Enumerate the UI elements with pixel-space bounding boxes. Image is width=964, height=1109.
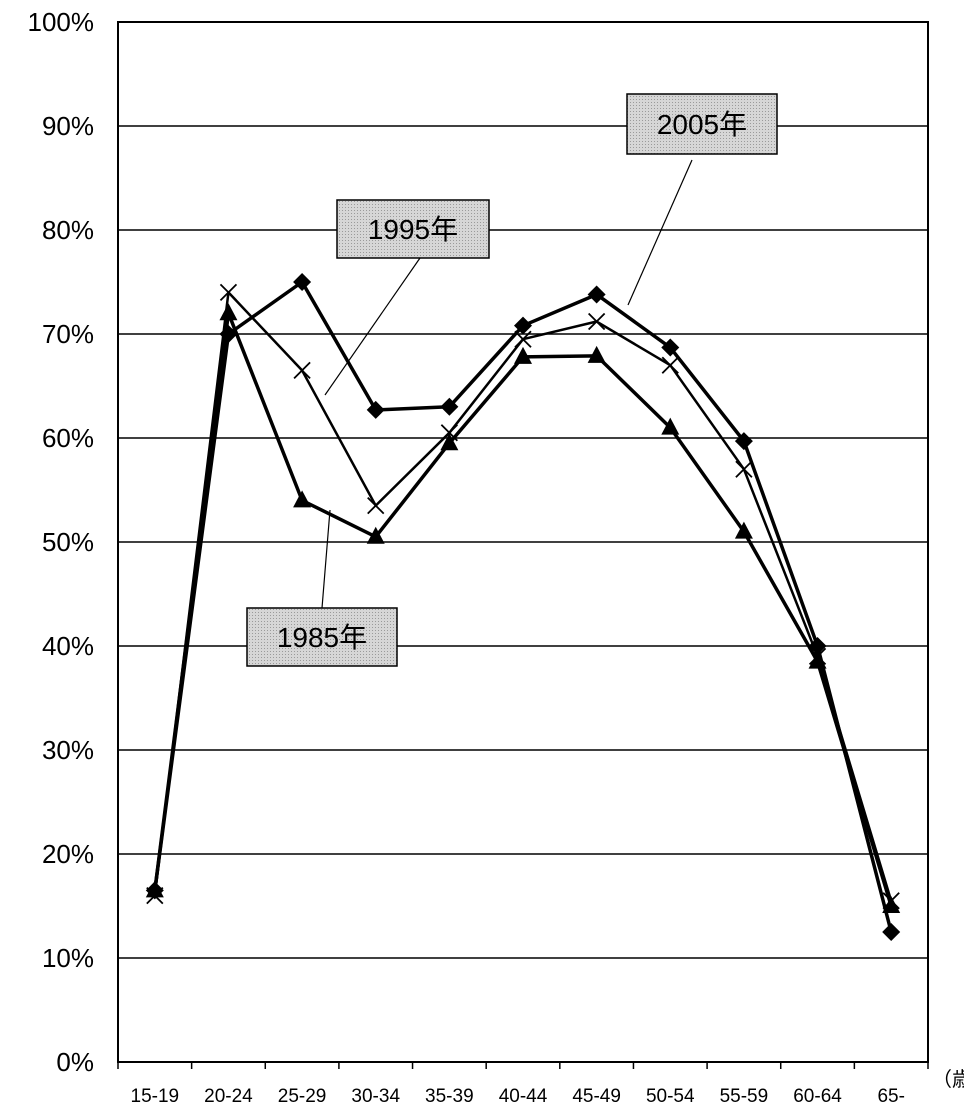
callout-leader	[321, 509, 331, 609]
data-point-triangle	[514, 346, 532, 364]
data-point-diamond	[734, 432, 753, 451]
y-tick-label: 20%	[42, 839, 94, 869]
data-point-diamond	[808, 637, 827, 655]
data-point-diamond	[293, 273, 312, 291]
callouts: 2005年 1995年 1985年	[246, 93, 778, 667]
y-tick-label: 90%	[42, 111, 94, 141]
data-point-x	[735, 460, 753, 478]
data-point-triangle	[661, 417, 680, 435]
callout-label: 2005年	[657, 109, 747, 140]
y-tick-label: 10%	[42, 943, 94, 973]
y-tick-label: 50%	[42, 527, 94, 557]
data-point-triangle	[440, 433, 459, 451]
data-point-diamond	[440, 397, 459, 416]
data-point-diamond	[882, 923, 901, 941]
x-tick-label: 30-34	[351, 1086, 400, 1107]
x-tick-label: 60-64	[793, 1086, 842, 1107]
data-point-diamond	[366, 400, 385, 419]
data-point-x	[219, 283, 238, 302]
series-line-2005年	[153, 280, 893, 933]
data-point-diamond	[145, 881, 164, 900]
data-point-x	[293, 361, 311, 380]
data-point-x	[440, 424, 459, 442]
gridlines	[118, 21, 928, 959]
data-point-triangle	[366, 526, 385, 544]
callout-box	[246, 607, 398, 667]
x-unit-label: （歳）	[932, 1068, 964, 1091]
data-point-diamond	[219, 325, 238, 343]
y-tick-label: 70%	[42, 319, 94, 349]
data-point-triangle	[587, 345, 606, 363]
data-point-diamond	[587, 285, 606, 304]
callout-box	[626, 93, 778, 155]
callout-label: 1985年	[277, 622, 367, 653]
y-tick-label: 30%	[42, 735, 94, 765]
data-point-diamond	[514, 316, 532, 335]
data-point-x	[587, 312, 606, 331]
y-tick-label: 100%	[28, 7, 95, 37]
plot-area-frame	[117, 21, 929, 1063]
x-tick-label: 65-	[877, 1086, 904, 1107]
data-point-x	[367, 496, 385, 515]
x-tick-label: 50-54	[646, 1086, 695, 1107]
y-tick-label: 60%	[42, 423, 94, 453]
y-tick-label: 40%	[42, 631, 94, 661]
y-tick-label: 80%	[42, 215, 94, 245]
series-group	[145, 273, 901, 941]
callout-box	[336, 199, 490, 259]
data-point-triangle	[293, 490, 312, 508]
x-tick-label: 55-59	[720, 1086, 769, 1107]
x-tick-label: 15-19	[131, 1086, 180, 1107]
data-point-x	[661, 356, 679, 374]
data-point-triangle	[219, 303, 238, 321]
callout-leader	[627, 159, 693, 306]
y-tick-label: 0%	[56, 1047, 94, 1077]
x-tick-label: 40-44	[499, 1086, 548, 1107]
data-point-triangle	[734, 521, 753, 539]
callout-label: 1995年	[368, 214, 458, 245]
callout-leader	[324, 257, 421, 396]
x-tick-label: 25-29	[278, 1086, 327, 1107]
data-point-diamond	[661, 338, 680, 357]
x-tick-label: 35-39	[425, 1086, 474, 1107]
x-tick-label: 45-49	[572, 1086, 621, 1107]
axes: 0% 10% 20% 30% 40% 50% 60% 70% 80% 90% 100% 15-19 20…	[28, 7, 964, 1107]
x-tick-label: 20-24	[204, 1086, 253, 1107]
